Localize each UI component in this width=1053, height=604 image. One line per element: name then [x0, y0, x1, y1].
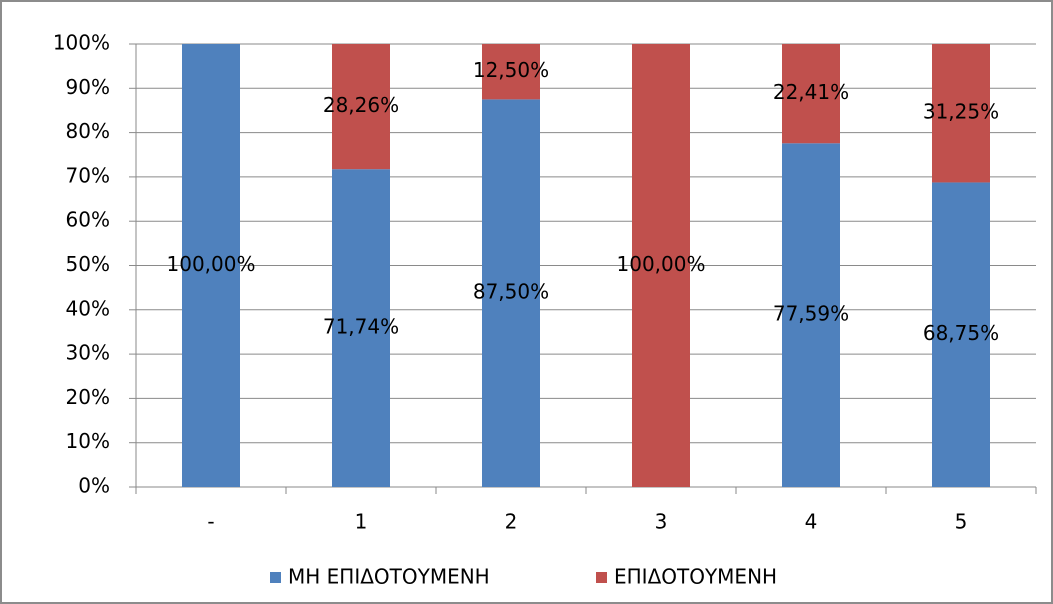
bar-segment: [782, 44, 840, 144]
data-label: 12,50%: [473, 58, 549, 82]
bar-segment: [332, 44, 390, 170]
data-label: 87,50%: [473, 280, 549, 304]
bar-segment: [932, 44, 990, 183]
data-label: 77,59%: [773, 302, 849, 326]
x-tick-label: -: [207, 510, 214, 534]
data-label: 68,75%: [923, 321, 999, 345]
data-label: 22,41%: [773, 80, 849, 104]
x-tick-label: 5: [955, 510, 968, 534]
y-tick-label: 10%: [66, 429, 110, 453]
bar-segment: [182, 44, 240, 487]
data-label: 28,26%: [323, 93, 399, 117]
y-tick-label: 100%: [53, 31, 110, 55]
y-tick-label: 60%: [66, 208, 110, 232]
y-tick-label: 80%: [66, 119, 110, 143]
bar-segment: [782, 143, 840, 487]
legend-label: ΕΠΙΔΟΤΟΥΜΕΝΗ: [614, 565, 777, 589]
y-tick-label: 90%: [66, 75, 110, 99]
bar-segment: [932, 182, 990, 487]
x-tick-label: 2: [505, 510, 518, 534]
bar-segment: [482, 99, 540, 487]
legend-swatch: [596, 572, 607, 583]
y-tick-label: 50%: [66, 252, 110, 276]
bar-segment: [482, 44, 540, 100]
x-tick-label: 3: [655, 510, 668, 534]
y-tick-label: 20%: [66, 385, 110, 409]
data-label: 31,25%: [923, 100, 999, 124]
y-tick-label: 40%: [66, 296, 110, 320]
y-tick-label: 30%: [66, 341, 110, 365]
legend-swatch: [270, 572, 281, 583]
x-tick-label: 4: [805, 510, 818, 534]
y-tick-label: 70%: [66, 163, 110, 187]
legend-label: ΜΗ ΕΠΙΔΟΤΟΥΜΕΝΗ: [288, 565, 490, 589]
x-tick-label: 1: [355, 510, 368, 534]
data-label: 100,00%: [617, 252, 706, 276]
bar-segment: [632, 44, 690, 487]
bar-segment: [332, 169, 390, 487]
data-label: 71,74%: [323, 315, 399, 339]
data-label: 100,00%: [167, 252, 256, 276]
y-tick-label: 0%: [78, 474, 110, 498]
